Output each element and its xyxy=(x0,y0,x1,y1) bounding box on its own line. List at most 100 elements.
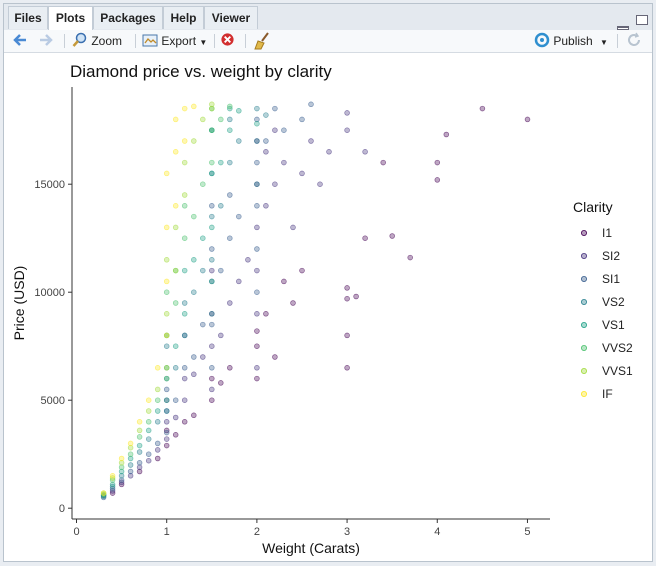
data-point-i1 xyxy=(344,365,350,371)
data-point-vs2 xyxy=(181,300,188,306)
data-point-si2 xyxy=(200,354,206,360)
points-layer xyxy=(100,101,531,501)
refresh-icon[interactable] xyxy=(626,32,642,50)
data-point-vs2 xyxy=(136,449,143,455)
legend-key xyxy=(581,321,588,328)
legend-key xyxy=(581,252,588,259)
data-point-i1 xyxy=(362,235,368,241)
data-point-vs2 xyxy=(154,419,161,425)
data-point-si1 xyxy=(263,138,269,144)
tab-viewer[interactable]: Viewer xyxy=(204,6,258,29)
data-point-if xyxy=(136,419,143,425)
data-point-i1 xyxy=(254,375,260,382)
x-tick-label: 1 xyxy=(164,526,170,538)
data-point-vvs2 xyxy=(227,103,233,110)
data-point-vvs1 xyxy=(200,116,206,123)
tab-plots[interactable]: Plots xyxy=(48,6,93,30)
legend-title: Clarity xyxy=(573,199,613,215)
data-point-si1 xyxy=(254,246,260,252)
data-point-si2 xyxy=(218,332,224,339)
data-point-i1 xyxy=(479,105,486,112)
data-point-si2 xyxy=(172,414,179,421)
data-point-si1 xyxy=(254,203,260,209)
data-point-vvs2 xyxy=(163,289,170,295)
export-label: Export xyxy=(161,34,197,48)
forward-arrow-icon[interactable] xyxy=(38,32,54,50)
data-point-si2 xyxy=(163,436,170,442)
data-point-vvs1 xyxy=(145,408,152,414)
x-tick-label: 2 xyxy=(254,526,260,538)
y-tick-label: 15000 xyxy=(34,179,65,191)
clear-all-broom-icon[interactable] xyxy=(254,32,272,50)
data-point-vs1 xyxy=(218,159,224,166)
data-point-si1 xyxy=(118,477,125,483)
legend-label: VVS2 xyxy=(602,341,633,355)
plots-toolbar: Zoom Export ▼ Publish ▼ xyxy=(4,30,652,53)
data-point-si1 xyxy=(209,321,215,328)
x-tick-label: 4 xyxy=(434,526,440,538)
data-point-si2 xyxy=(227,300,233,306)
publish-button[interactable]: Publish ▼ xyxy=(534,32,608,50)
maximize-icon[interactable] xyxy=(636,15,648,25)
data-point-vs1 xyxy=(136,442,143,449)
x-tick-label: 0 xyxy=(73,526,79,538)
data-point-i1 xyxy=(154,455,161,462)
data-point-si2 xyxy=(254,267,260,274)
data-point-si2 xyxy=(181,375,188,382)
data-point-si2 xyxy=(191,371,197,378)
data-point-if xyxy=(154,365,161,371)
legend-label: SI1 xyxy=(602,272,620,286)
data-point-vs1 xyxy=(172,343,179,349)
data-point-vs2 xyxy=(200,267,206,274)
data-point-vvs2 xyxy=(181,235,188,241)
data-point-vvs1 xyxy=(136,427,143,434)
data-point-si2 xyxy=(245,257,251,263)
data-point-vs1 xyxy=(118,468,125,475)
data-point-si2 xyxy=(254,224,260,231)
data-point-vvs2 xyxy=(200,181,206,187)
legend-label: I1 xyxy=(602,226,612,240)
data-point-si1 xyxy=(181,365,188,371)
data-point-vs2 xyxy=(227,116,233,123)
data-point-if xyxy=(127,440,134,447)
tab-help[interactable]: Help xyxy=(163,6,204,29)
tab-files[interactable]: Files xyxy=(8,6,48,29)
pane-tab-bar: Files Plots Packages Help Viewer xyxy=(4,4,652,31)
data-point-i1 xyxy=(172,432,179,438)
data-point-si2 xyxy=(263,149,269,155)
data-point-si1 xyxy=(172,397,179,403)
publish-label: Publish xyxy=(553,34,593,48)
data-point-si2 xyxy=(145,457,152,464)
data-point-vs1 xyxy=(145,427,152,434)
data-point-i1 xyxy=(380,159,386,166)
zoom-button[interactable]: Zoom xyxy=(72,32,122,50)
x-tick-label: 3 xyxy=(344,526,350,538)
tab-packages[interactable]: Packages xyxy=(93,6,163,29)
remove-plot-icon[interactable] xyxy=(220,32,235,50)
data-point-if xyxy=(163,170,170,177)
y-tick-label: 5000 xyxy=(41,395,65,407)
data-point-si1 xyxy=(209,365,215,371)
dropdown-arrow-icon: ▼ xyxy=(199,38,208,47)
export-button[interactable]: Export ▼ xyxy=(142,32,207,50)
legend: Clarity I1 SI2 SI1 VS2 VS1 VVS2 VVS1 IF xyxy=(573,199,633,401)
data-point-if xyxy=(181,138,188,144)
data-point-vvs2 xyxy=(181,203,188,209)
data-point-si1 xyxy=(136,460,143,466)
data-point-si1 xyxy=(299,116,305,123)
scatter-chart: Diamond price vs. weight by clarity 0 1 2 3… xyxy=(11,62,633,556)
data-point-i1 xyxy=(181,419,188,425)
plot-area: Diamond price vs. weight by clarity 0 1 2 3… xyxy=(4,53,652,561)
data-point-si2 xyxy=(181,397,188,403)
pane-window-controls xyxy=(614,12,648,30)
data-point-vvs2 xyxy=(209,127,215,133)
data-point-if xyxy=(109,473,116,479)
data-point-si1 xyxy=(127,468,134,475)
back-arrow-icon[interactable] xyxy=(12,32,28,50)
data-point-if xyxy=(172,203,179,209)
data-point-vvs2 xyxy=(127,451,134,457)
data-point-vvs1 xyxy=(172,224,179,231)
data-point-vvs2 xyxy=(218,116,224,123)
data-point-si1 xyxy=(272,105,278,112)
legend-key xyxy=(581,298,588,305)
